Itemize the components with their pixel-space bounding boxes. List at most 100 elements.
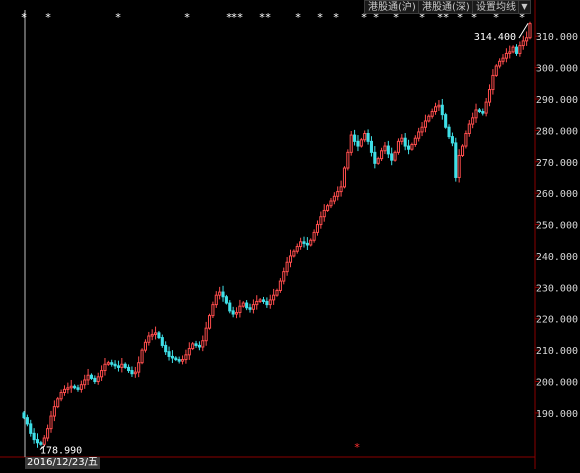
candle-down[interactable] [305,242,309,246]
candle-up[interactable] [133,371,137,375]
candle-up[interactable] [511,46,515,53]
candle-up[interactable] [59,392,63,400]
candle-down[interactable] [386,145,390,155]
candle-up[interactable] [336,191,340,197]
candle-down[interactable] [447,126,451,138]
event-star-icon[interactable]: * [373,11,380,24]
candle-up[interactable] [234,311,239,315]
candle-down[interactable] [440,104,444,116]
candle-up[interactable] [275,289,279,296]
candle-down[interactable] [444,114,448,128]
candle-up[interactable] [42,437,46,445]
candle-up[interactable] [393,151,397,161]
candle-up[interactable] [204,327,208,342]
candle-up[interactable] [79,384,83,390]
set-moving-average-button[interactable]: 设置均线 [472,0,520,14]
candle-down[interactable] [224,296,228,304]
event-star-icon[interactable]: * [493,11,500,24]
candle-up[interactable] [413,137,417,145]
candle-down[interactable] [167,351,171,357]
candle-up[interactable] [181,359,185,362]
event-star-icon[interactable]: * [471,11,478,24]
candle-down[interactable] [228,302,232,312]
candle-down[interactable] [454,142,458,178]
candle-up[interactable] [140,349,144,364]
candle-up[interactable] [268,299,272,306]
candle-up[interactable] [150,333,154,337]
candle-up[interactable] [528,23,532,39]
candle-down[interactable] [403,137,407,147]
candle-down[interactable] [373,151,377,164]
candle-up[interactable] [383,145,387,152]
candle-up[interactable] [467,123,471,135]
candle-up[interactable] [494,65,498,76]
candle-up[interactable] [309,239,313,246]
candle-up[interactable] [272,294,276,301]
candle-up[interactable] [218,291,222,296]
candle-down[interactable] [160,337,164,346]
candle-up[interactable] [66,387,70,390]
event-star-icon[interactable]: * [226,11,233,24]
candle-up[interactable] [62,388,67,394]
candle-up[interactable] [326,205,330,211]
candle-up[interactable] [52,406,56,417]
candle-up[interactable] [491,74,495,91]
candle-down[interactable] [407,145,411,150]
candle-up[interactable] [120,363,124,368]
candle-down[interactable] [110,362,114,365]
candle-up[interactable] [420,126,424,133]
candle-up[interactable] [319,216,323,226]
candle-up[interactable] [312,231,316,241]
candle-up[interactable] [49,415,53,430]
event-star-icon[interactable]: * [333,11,340,24]
candle-up[interactable] [255,300,259,306]
candle-up[interactable] [423,120,427,128]
candle-up[interactable] [295,246,299,252]
candle-up[interactable] [147,335,151,343]
candle-up[interactable] [258,299,262,302]
event-star-icon[interactable]: * [437,11,444,24]
candle-down[interactable] [29,423,33,434]
event-star-icon[interactable]: * [393,11,400,24]
event-star-icon[interactable]: * [115,11,122,24]
candle-down[interactable] [353,134,357,142]
candle-up[interactable] [137,362,141,373]
candle-up[interactable] [184,354,188,361]
candle-up[interactable] [46,428,50,439]
candle-down[interactable] [265,300,269,306]
candle-up[interactable] [191,343,195,350]
candle-up[interactable] [346,151,350,169]
candle-down[interactable] [89,374,94,379]
candle-up[interactable] [187,348,191,356]
candle-down[interactable] [170,355,174,359]
event-star-icon[interactable]: * [231,11,238,24]
candle-down[interactable] [231,310,235,315]
candle-up[interactable] [86,374,90,381]
candle-up[interactable] [332,195,336,202]
candle-up[interactable] [501,57,505,62]
candle-up[interactable] [100,370,104,378]
candle-up[interactable] [471,117,475,125]
hk-connect-shanghai-button[interactable]: 港股通(沪) [364,0,420,14]
candle-up[interactable] [376,158,380,164]
event-star-icon[interactable]: * [419,11,426,24]
candle-up[interactable] [214,294,218,306]
candle-up[interactable] [103,363,107,372]
candle-up[interactable] [211,304,215,317]
candle-down[interactable] [123,363,127,368]
candle-down[interactable] [116,365,120,368]
event-star-icon[interactable]: * [45,11,52,24]
candle-down[interactable] [113,363,117,367]
candle-up[interactable] [400,137,404,142]
candle-down[interactable] [73,385,77,389]
candle-up[interactable] [525,37,529,42]
candle-down[interactable] [93,377,97,383]
event-star-icon[interactable]: * [443,11,450,24]
candle-up[interactable] [342,167,347,188]
candle-up[interactable] [322,209,326,218]
candle-up[interactable] [238,305,242,313]
candle-up[interactable] [201,340,205,348]
candle-up[interactable] [380,150,384,160]
candle-down[interactable] [76,387,80,390]
